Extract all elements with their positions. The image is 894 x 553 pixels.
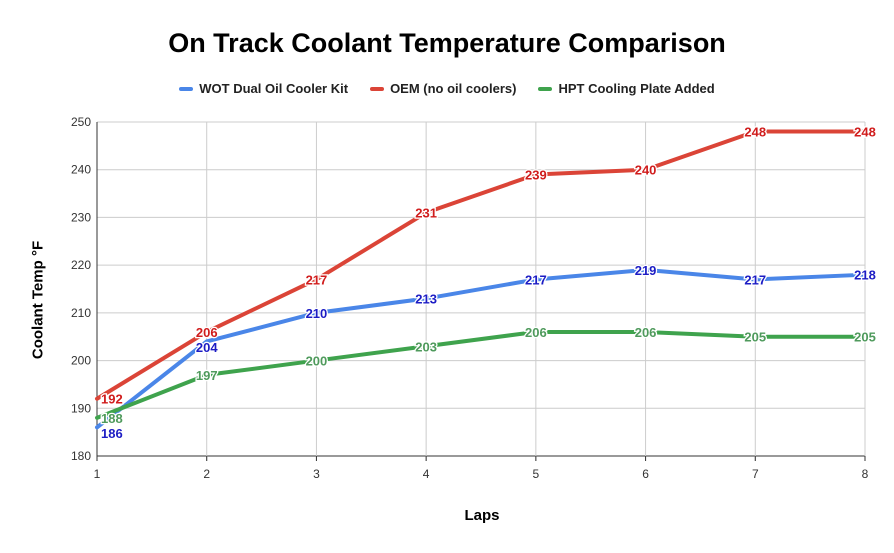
series-line-1 [95, 129, 867, 401]
legend-item: WOT Dual Oil Cooler Kit [179, 81, 348, 96]
y-tick-label: 210 [71, 306, 91, 320]
chart-title: On Track Coolant Temperature Comparison [168, 28, 726, 58]
data-label: 205 [744, 330, 766, 345]
legend: WOT Dual Oil Cooler Kit OEM (no oil coole… [0, 81, 894, 96]
x-tick-label: 8 [862, 467, 869, 481]
y-tick-label: 180 [71, 449, 91, 463]
legend-item: HPT Cooling Plate Added [538, 81, 715, 96]
legend-label: HPT Cooling Plate Added [558, 81, 715, 96]
x-tick-label: 2 [203, 467, 210, 481]
data-label: 240 [635, 163, 657, 178]
data-label: 210 [306, 306, 328, 321]
legend-label: WOT Dual Oil Cooler Kit [199, 81, 349, 96]
y-tick-label: 220 [71, 258, 91, 272]
data-label: 206 [635, 325, 657, 340]
data-label: 200 [306, 354, 328, 369]
data-label: 217 [744, 272, 766, 287]
data-label: 192 [101, 392, 123, 407]
data-label: 204 [196, 340, 218, 355]
x-axis-label: Laps [464, 507, 500, 524]
data-label: 217 [306, 272, 328, 287]
x-tick-label: 7 [752, 467, 759, 481]
data-label: 213 [415, 292, 437, 307]
data-label: 217 [525, 272, 547, 287]
legend-swatch [179, 86, 194, 91]
data-label: 206 [525, 325, 547, 340]
legend-label: OEM (no oil coolers) [390, 81, 517, 96]
data-label: 248 [744, 125, 766, 140]
data-label: 219 [635, 263, 657, 278]
data-label: 218 [854, 268, 876, 283]
data-label: 231 [415, 206, 437, 221]
legend-swatch [370, 86, 385, 91]
x-tick-label: 1 [94, 467, 101, 481]
series-line-2 [95, 329, 867, 420]
y-tick-label: 250 [71, 115, 91, 129]
legend-item: OEM (no oil coolers) [370, 81, 516, 96]
series-line-0 [95, 267, 867, 430]
data-label: 248 [854, 125, 876, 140]
legend-swatch [538, 86, 553, 91]
data-label: 203 [415, 339, 437, 354]
y-tick-label: 200 [71, 354, 91, 368]
y-tick-label: 230 [71, 210, 91, 224]
data-label: 205 [854, 330, 876, 345]
x-tick-label: 6 [642, 467, 649, 481]
x-tick-label: 4 [423, 467, 430, 481]
y-tick-label: 190 [71, 401, 91, 415]
data-label: 206 [196, 325, 218, 340]
y-tick-label: 240 [71, 163, 91, 177]
data-label: 239 [525, 167, 547, 182]
data-label: 186 [101, 426, 123, 441]
data-label: 197 [196, 368, 218, 383]
x-tick-label: 3 [313, 467, 320, 481]
x-tick-label: 5 [533, 467, 540, 481]
data-label: 188 [101, 411, 123, 426]
